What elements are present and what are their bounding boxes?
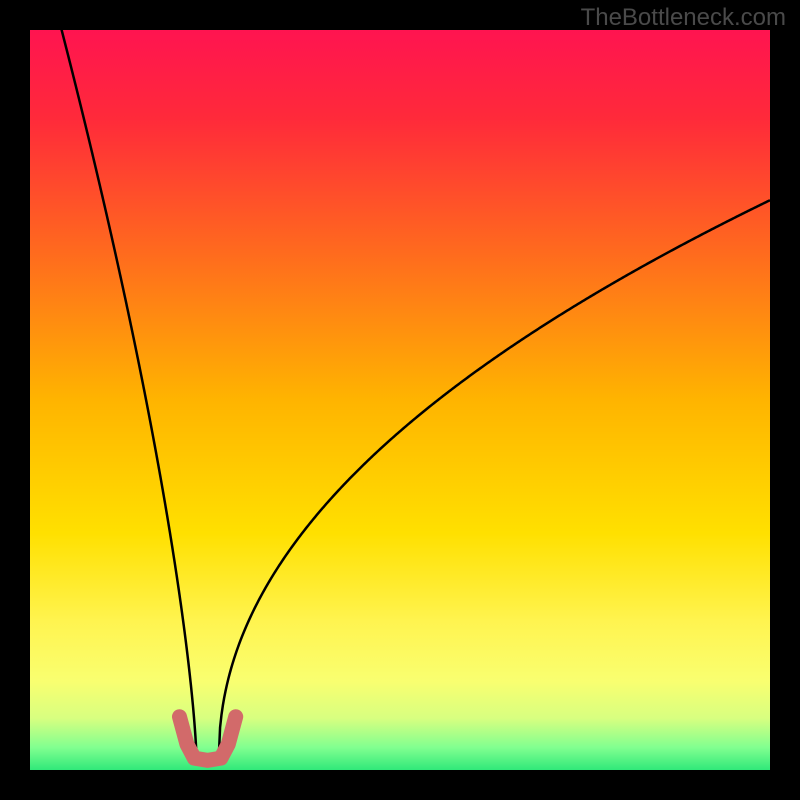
watermark-text: TheBottleneck.com [581, 4, 786, 32]
bottom-u-marker [179, 717, 235, 761]
v-curve [30, 30, 770, 770]
chart-frame: TheBottleneck.com [0, 0, 800, 800]
plot-area [30, 30, 770, 770]
curve-path [56, 30, 770, 760]
